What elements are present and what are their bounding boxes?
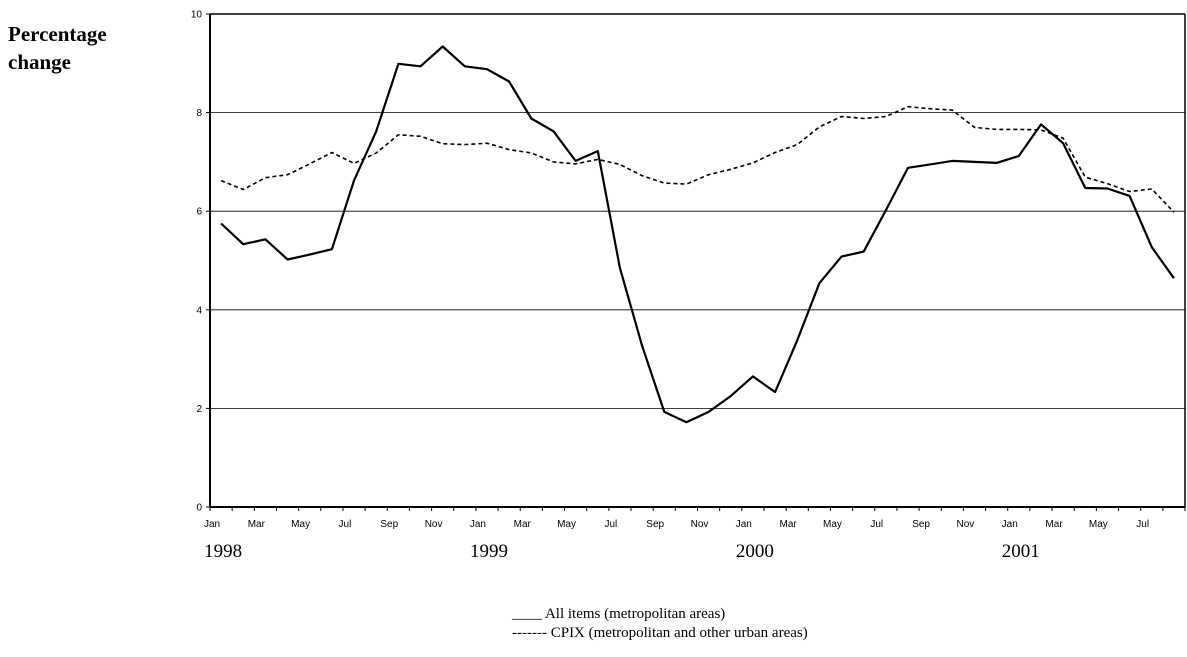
x-tick-label: May	[291, 519, 310, 530]
series-line-all-items	[220, 45, 1175, 424]
y-axis-title-line-1: Percentage	[8, 22, 107, 46]
x-tick-label: Jan	[736, 519, 752, 530]
x-tick-label: Sep	[912, 519, 930, 530]
year-label: 2000	[736, 541, 774, 562]
y-axis-title-line-2: change	[8, 50, 71, 74]
plot-area: 0 2 4 6 8 10 Jan Mar May Jul Sep Nov Jan Mar May Jul Sep…	[191, 10, 1186, 562]
x-tick-label: Jan	[204, 519, 220, 530]
year-label: 1998	[204, 541, 242, 562]
x-tick-label: Nov	[425, 519, 443, 530]
x-tick-label: Jul	[1136, 519, 1149, 530]
legend: ____ All items (metropolitan areas) ----…	[512, 605, 808, 643]
y-tick-label: 0	[196, 503, 202, 514]
x-tick-label: Jan	[1002, 519, 1018, 530]
legend-item-cpix: ------- CPIX (metropolitan and other urb…	[512, 624, 808, 643]
y-axis-title: Percentage change	[8, 20, 107, 76]
series-line-cpix	[220, 105, 1175, 213]
y-tick-label: 2	[196, 404, 202, 415]
legend-item-all-items: ____ All items (metropolitan areas)	[512, 605, 808, 624]
x-tick-label: Jul	[870, 519, 883, 530]
y-tick-label: 4	[196, 305, 202, 316]
x-tick-label: Sep	[646, 519, 664, 530]
x-tick-label: May	[1089, 519, 1108, 530]
x-tick-label: Jan	[470, 519, 486, 530]
x-tick-label: Mar	[780, 519, 798, 530]
x-tick-label: Nov	[691, 519, 709, 530]
x-tick-label: Mar	[514, 519, 532, 530]
y-tick-label: 6	[196, 207, 202, 218]
x-tick-label: Mar	[1045, 519, 1063, 530]
x-tick-label: Nov	[957, 519, 975, 530]
x-tick-label: May	[557, 519, 576, 530]
year-label: 2001	[1002, 541, 1040, 562]
x-tick-label: Sep	[380, 519, 398, 530]
x-tick-label: Mar	[248, 519, 266, 530]
legend-marker-dashed: -------	[512, 625, 547, 641]
x-tick-label: Jul	[339, 519, 352, 530]
x-tick-label: May	[823, 519, 842, 530]
x-tick-label: Jul	[604, 519, 617, 530]
y-tick-label: 8	[196, 108, 202, 119]
legend-marker-solid: ____	[512, 606, 542, 622]
legend-label-cpix: CPIX (metropolitan and other urban areas…	[550, 625, 808, 641]
year-label: 1999	[470, 541, 508, 562]
y-tick-label: 10	[191, 10, 203, 21]
legend-label-all-items: All items (metropolitan areas)	[544, 606, 726, 622]
